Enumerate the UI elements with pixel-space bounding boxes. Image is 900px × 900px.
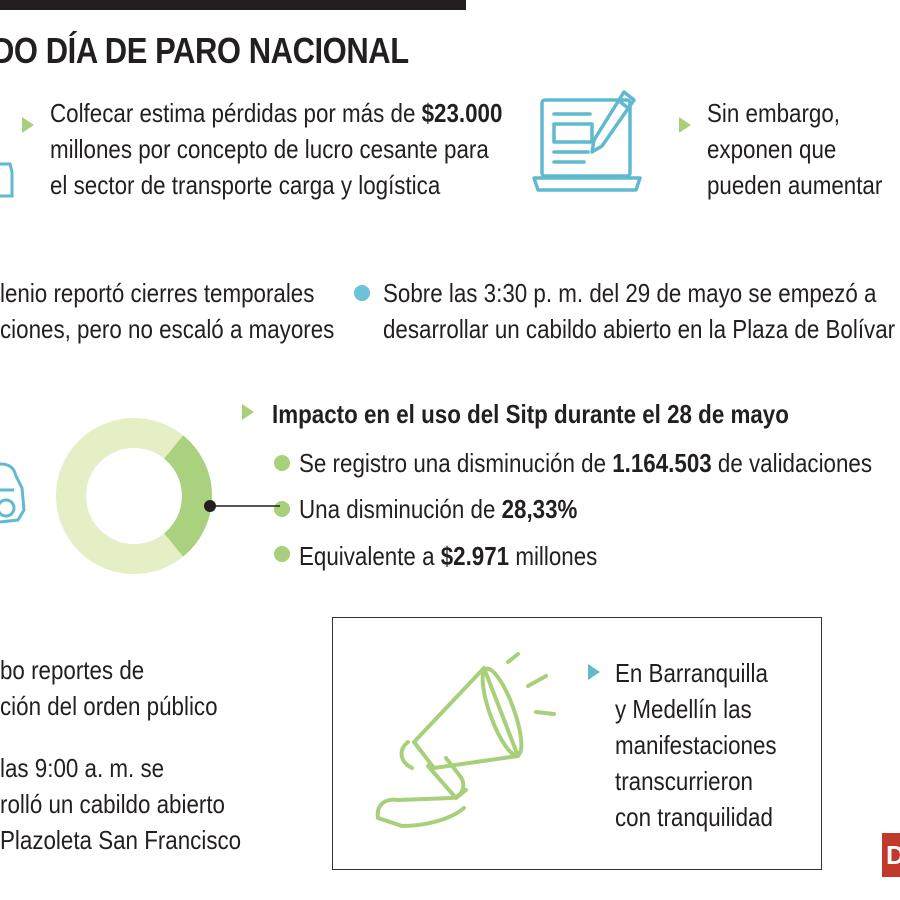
bullet-dot <box>354 285 370 301</box>
bullet-triangle <box>242 404 254 420</box>
colfecar-text: Colfecar estima pérdidas por más de $23.… <box>50 98 503 200</box>
bullet-triangle <box>679 117 691 133</box>
cabildo-bolivar-text: Sobre las 3:30 p. m. del 29 de mayo se e… <box>383 278 896 344</box>
car-icon <box>0 462 26 524</box>
connector-dot <box>204 500 216 512</box>
sitp-item-2: Una disminución de 28,33% <box>299 494 578 524</box>
top-rule <box>0 0 466 10</box>
barranquilla-medellin-text: En Barranquilla y Medellín las manifesta… <box>615 658 777 832</box>
sitp-donut-chart <box>56 418 280 574</box>
bullet-dot <box>274 546 290 562</box>
megaphone-icon <box>375 652 556 828</box>
sitp-heading: Impacto en el uso del Sitp durante el 28… <box>272 399 789 429</box>
sitp-item-3: Equivalente a $2.971 millones <box>299 541 598 571</box>
donut-slice-decrease <box>163 435 212 557</box>
truck-icon <box>0 162 14 198</box>
bullet-dot <box>274 455 290 471</box>
document-pencil-icon <box>532 90 642 192</box>
publisher-logo: D <box>882 833 900 877</box>
orden-publico-text: bo reportes de ción del orden público <box>0 655 218 721</box>
page-title: DO DÍA DE PARO NACIONAL <box>0 30 409 71</box>
cabildo-san-francisco-text: las 9:00 a. m. se rolló un cabildo abier… <box>0 753 242 855</box>
sitp-item-1: Se registro una disminución de 1.164.503… <box>299 448 873 478</box>
bullet-dot <box>274 501 290 517</box>
bullet-triangle <box>22 117 34 133</box>
transmilenio-text: lenio reportó cierres temporales ciones,… <box>0 278 335 344</box>
sin-embargo-text: Sin embargo, exponen que pueden aumentar <box>707 98 883 200</box>
bullet-triangle <box>588 664 600 680</box>
callout-box <box>332 617 822 870</box>
